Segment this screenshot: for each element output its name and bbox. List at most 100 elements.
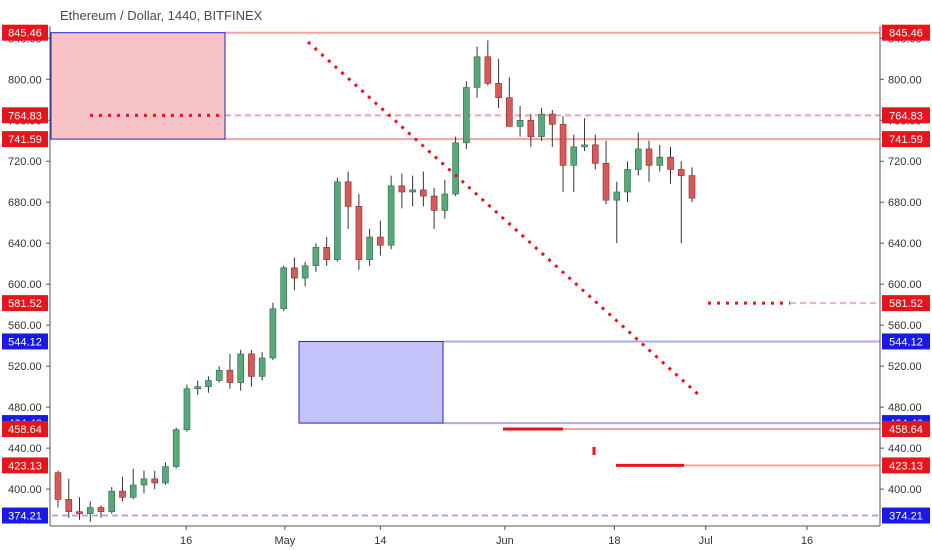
y-tick-label-left: 440.00 <box>8 443 42 455</box>
price-tag-left-box <box>2 333 48 350</box>
price-tag-left-box <box>2 507 48 524</box>
candle-body <box>645 148 653 166</box>
price-tag-left: 544.12 <box>8 336 42 348</box>
price-tag-left: 458.64 <box>8 424 42 436</box>
price-tag-left: 845.46 <box>8 28 42 40</box>
y-tick-label-right: 800.00 <box>888 74 922 86</box>
price-tag-left: 581.52 <box>8 298 42 310</box>
candle-body <box>355 206 363 260</box>
candle-body <box>248 353 255 377</box>
candle-body <box>656 156 664 166</box>
price-tag-left-box <box>2 295 48 312</box>
candle-body <box>291 267 298 279</box>
candle-body <box>301 265 309 279</box>
price-tag-left-box <box>2 107 48 124</box>
price-tag-right-box <box>882 457 930 474</box>
candle-body <box>398 185 406 193</box>
x-tick-label: 16 <box>180 535 192 547</box>
y-tick-label-left: 560.00 <box>8 320 42 332</box>
y-tick-label-right: 560.00 <box>888 320 922 332</box>
price-tag-left-box <box>2 421 48 438</box>
candle-body <box>506 97 513 127</box>
candle-body <box>334 181 341 260</box>
candle-body <box>65 499 73 512</box>
candle-body <box>420 189 427 197</box>
candle-body <box>151 478 159 484</box>
candle-body <box>516 119 524 127</box>
zones <box>50 31 880 517</box>
price-tag-right-box <box>882 507 930 524</box>
x-tick-label: Jul <box>699 535 713 547</box>
candle-body <box>377 236 384 246</box>
candle-body <box>559 124 567 166</box>
candle-body <box>527 119 535 137</box>
candle-body <box>172 429 180 467</box>
candle-body <box>441 193 449 211</box>
candle-body <box>258 357 266 377</box>
candle-body <box>602 162 610 201</box>
price-tag-right: 581.52 <box>889 298 923 310</box>
price-tag-right: 544.12 <box>889 336 923 348</box>
x-tick-label: 14 <box>374 535 386 547</box>
candle-body <box>86 507 94 515</box>
axes: 400.00 400.00 440.00 440.00 480.00 480.00 520.… <box>2 24 930 547</box>
price-tag-right: 741.59 <box>889 134 923 146</box>
x-tick-label: May <box>274 535 295 547</box>
candle-body <box>323 247 330 260</box>
y-tick-label-left: 600.00 <box>8 279 42 291</box>
candle-body <box>484 56 492 84</box>
y-tick-label-right: 680.00 <box>888 197 922 209</box>
y-tick-label-left: 400.00 <box>8 484 42 496</box>
candle-body <box>409 189 416 193</box>
price-tag-right-box <box>882 295 930 312</box>
candle-body <box>495 83 502 99</box>
y-tick-label-right: 400.00 <box>888 484 922 496</box>
overlays <box>90 40 790 467</box>
candle-body <box>538 113 545 137</box>
demand-zone <box>298 340 444 424</box>
price-tag-right: 423.13 <box>889 460 923 472</box>
candle-body <box>97 507 105 512</box>
price-tag-left-box <box>2 457 48 474</box>
price-tag-right-box <box>882 333 930 350</box>
price-tag-left-box <box>2 131 48 148</box>
candle-body <box>677 169 685 176</box>
y-tick-label-left: 480.00 <box>8 402 42 414</box>
y-tick-label-right: 480.00 <box>888 402 922 414</box>
candles <box>54 40 696 522</box>
price-tag-left: 423.13 <box>8 460 42 472</box>
price-tag-right: 374.21 <box>889 511 923 523</box>
candle-body <box>54 472 62 500</box>
candle-body <box>613 191 621 201</box>
chart-title: Ethereum / Dollar, 1440, BITFINEX <box>60 8 263 23</box>
candle-body <box>194 386 201 390</box>
y-tick-label-right: 600.00 <box>888 279 922 291</box>
candle-body <box>280 267 287 310</box>
candle-body <box>430 195 438 211</box>
candle-body <box>237 353 244 383</box>
y-tick-label-left: 720.00 <box>8 156 42 168</box>
y-tick-label-right: 440.00 <box>888 443 922 455</box>
x-tick-label: Jun <box>496 535 514 547</box>
y-tick-label-left: 800.00 <box>8 74 42 86</box>
candle-body <box>570 146 578 166</box>
supply-zone <box>50 32 226 140</box>
candle-body <box>215 369 223 381</box>
y-tick-label-right: 640.00 <box>888 238 922 250</box>
x-tick-label: 18 <box>608 535 620 547</box>
y-tick-label-right: 720.00 <box>888 156 922 168</box>
candle-body <box>581 144 588 148</box>
price-tag-right-box <box>882 421 930 438</box>
price-tag-left-box <box>2 24 48 41</box>
candle-body <box>688 175 696 199</box>
candle-body <box>387 185 395 246</box>
candle-body <box>452 142 459 195</box>
y-tick-label-left: 640.00 <box>8 238 42 250</box>
y-tick-label-left: 680.00 <box>8 197 42 209</box>
price-tag-right-box <box>882 24 930 41</box>
y-tick-label-left: 520.00 <box>8 361 42 373</box>
candle-body <box>108 490 116 512</box>
candle-body <box>624 169 631 193</box>
candle-body <box>162 466 169 484</box>
